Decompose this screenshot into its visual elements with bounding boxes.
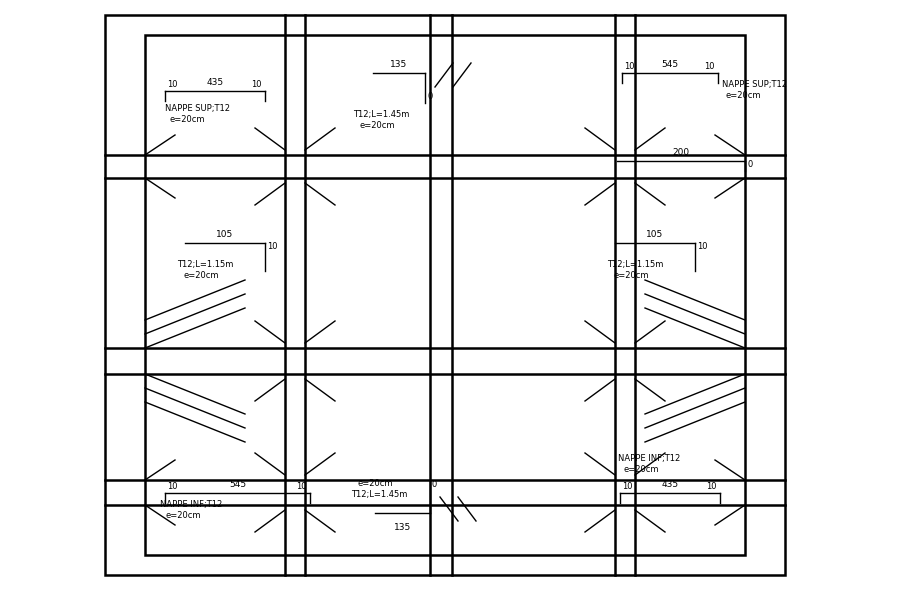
Text: e=20cm: e=20cm [183, 271, 219, 280]
Text: 10: 10 [624, 62, 634, 71]
Text: 10: 10 [296, 482, 307, 491]
Text: 545: 545 [229, 480, 246, 489]
Text: 545: 545 [662, 60, 679, 69]
Text: 435: 435 [206, 78, 223, 87]
Text: e=20cm: e=20cm [624, 465, 660, 474]
Text: 10: 10 [251, 80, 262, 89]
Text: 10: 10 [167, 482, 177, 491]
Text: e=20cm: e=20cm [165, 511, 201, 520]
Text: e=20cm: e=20cm [357, 479, 392, 488]
Text: T12;L=1.15m: T12;L=1.15m [177, 260, 233, 269]
Text: 10: 10 [697, 242, 707, 251]
Text: 0: 0 [432, 480, 437, 489]
Text: NAPPE SUP;T12: NAPPE SUP;T12 [165, 104, 230, 113]
Bar [145, 35, 745, 555]
Text: 105: 105 [216, 230, 234, 239]
Text: 10: 10 [622, 482, 633, 491]
Text: NAPPE INF;T12: NAPPE INF;T12 [160, 500, 222, 509]
Text: 435: 435 [662, 480, 679, 489]
Text: 135: 135 [394, 523, 411, 532]
Text: 10: 10 [167, 80, 177, 89]
Text: T12;L=1.15m: T12;L=1.15m [607, 260, 663, 269]
Text: T12;L=1.45m: T12;L=1.45m [351, 490, 408, 499]
Text: 10: 10 [704, 62, 715, 71]
Text: 0: 0 [427, 92, 432, 101]
Text: e=20cm: e=20cm [359, 121, 394, 130]
Text: 105: 105 [646, 230, 663, 239]
Text: 200: 200 [672, 148, 689, 157]
Text: e=20cm: e=20cm [169, 115, 204, 124]
Text: e=20cm: e=20cm [613, 271, 649, 280]
Text: T12;L=1.45m: T12;L=1.45m [353, 110, 410, 119]
Text: NAPPE SUP;T12: NAPPE SUP;T12 [722, 80, 787, 89]
Text: e=20cm: e=20cm [726, 91, 761, 100]
Text: 10: 10 [706, 482, 716, 491]
Text: NAPPE INF;T12: NAPPE INF;T12 [618, 454, 680, 463]
Bar [105, 15, 785, 575]
Text: 135: 135 [391, 60, 408, 69]
Text: 10: 10 [267, 242, 277, 251]
Text: 0: 0 [747, 160, 752, 169]
